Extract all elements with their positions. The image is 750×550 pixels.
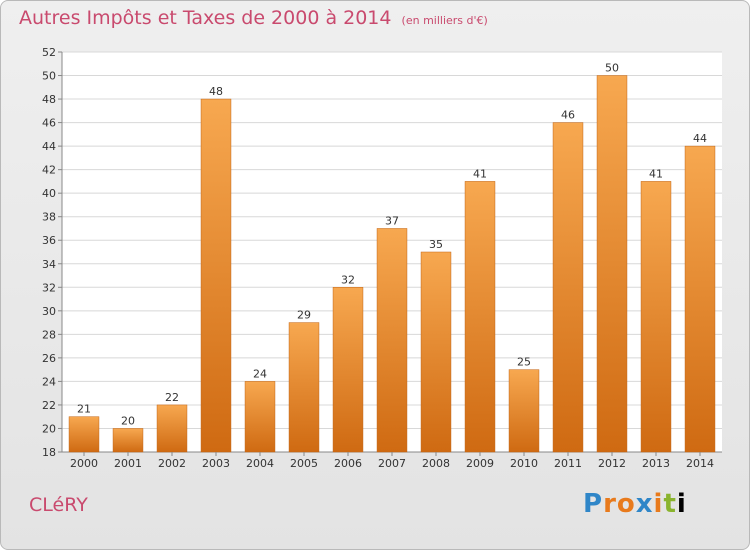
x-tick-label: 2003 xyxy=(202,457,230,470)
x-tick-label: 2010 xyxy=(510,457,538,470)
bar-chart: 18 20 22 24 26 28 30 32 34 36 38 40 42 44 46 48 50 52 21 20… xyxy=(42,46,722,470)
chart-title-text: Autres Impôts et Taxes de 2000 à 2014 xyxy=(19,7,392,29)
y-tick-label: 48 xyxy=(42,93,56,106)
x-tick-label: 2006 xyxy=(334,457,362,470)
bar xyxy=(684,145,716,453)
y-tick-label: 40 xyxy=(42,187,56,200)
data-label: 20 xyxy=(121,414,135,427)
data-label: 50 xyxy=(605,62,619,75)
data-label: 46 xyxy=(561,109,575,122)
commune-name: CLéRY xyxy=(29,494,88,516)
data-label: 29 xyxy=(297,309,311,322)
data-label: 44 xyxy=(693,132,707,145)
y-tick-label: 36 xyxy=(42,234,56,247)
y-tick-label: 46 xyxy=(42,117,56,130)
data-label: 24 xyxy=(253,367,267,380)
bar xyxy=(596,75,628,453)
proxiti-logo: Proxiti xyxy=(583,489,687,519)
y-tick-label: 32 xyxy=(42,281,56,294)
y-tick-label: 24 xyxy=(42,375,56,388)
x-tick-label: 2011 xyxy=(554,457,582,470)
data-label: 25 xyxy=(517,356,531,369)
y-tick-label: 34 xyxy=(42,258,56,271)
data-label: 35 xyxy=(429,238,443,251)
bar xyxy=(68,416,100,453)
x-tick-label: 2007 xyxy=(378,457,406,470)
bar xyxy=(376,228,408,453)
x-tick-label: 2013 xyxy=(642,457,670,470)
data-label: 41 xyxy=(649,167,663,180)
bar xyxy=(244,381,276,453)
y-tick-label: 26 xyxy=(42,352,56,365)
x-tick-label: 2002 xyxy=(158,457,186,470)
y-tick-label: 22 xyxy=(42,399,56,412)
x-tick-label: 2001 xyxy=(114,457,142,470)
bar xyxy=(464,181,496,453)
y-tick-label: 42 xyxy=(42,164,56,177)
x-tick-label: 2012 xyxy=(598,457,626,470)
bar xyxy=(508,369,540,453)
bar xyxy=(552,122,584,453)
y-tick-label: 20 xyxy=(42,422,56,435)
chart-subtitle: (en milliers d'€) xyxy=(401,14,488,27)
bar xyxy=(288,322,320,453)
bar xyxy=(332,287,364,453)
x-tick-label: 2000 xyxy=(70,457,98,470)
x-tick-label: 2009 xyxy=(466,457,494,470)
data-label: 32 xyxy=(341,273,355,286)
data-label: 21 xyxy=(77,403,91,416)
x-tick-label: 2004 xyxy=(246,457,274,470)
data-label: 48 xyxy=(209,85,223,98)
bar xyxy=(200,98,232,453)
y-tick-label: 28 xyxy=(42,328,56,341)
x-tick-label: 2005 xyxy=(290,457,318,470)
bar xyxy=(420,251,452,453)
x-tick-label: 2008 xyxy=(422,457,450,470)
bar xyxy=(156,404,188,453)
y-tick-label: 18 xyxy=(42,446,56,459)
y-tick-label: 44 xyxy=(42,140,56,153)
x-tick-label: 2014 xyxy=(686,457,714,470)
y-tick-label: 30 xyxy=(42,305,56,318)
y-tick-label: 38 xyxy=(42,211,56,224)
chart-title: Autres Impôts et Taxes de 2000 à 2014 (e… xyxy=(19,7,488,29)
bar xyxy=(112,428,144,453)
y-tick-label: 52 xyxy=(42,46,56,59)
data-label: 22 xyxy=(165,391,179,404)
data-label: 41 xyxy=(473,167,487,180)
data-label: 37 xyxy=(385,214,399,227)
bar xyxy=(640,181,672,453)
y-tick-label: 50 xyxy=(42,70,56,83)
